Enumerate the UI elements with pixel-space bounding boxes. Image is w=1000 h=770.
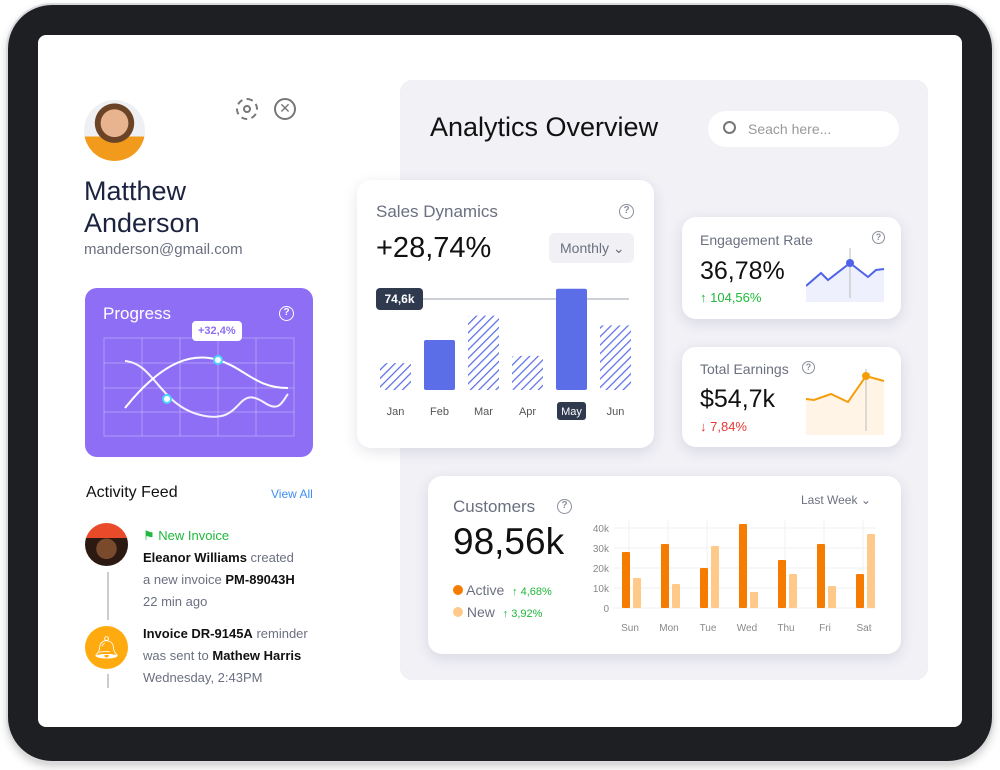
profile-email: manderson@gmail.com bbox=[84, 241, 243, 258]
reference-marker-bg bbox=[376, 287, 423, 310]
activity-avatar bbox=[85, 523, 128, 566]
engagement-sparkline bbox=[806, 248, 885, 302]
y-tick: 30k bbox=[593, 544, 610, 555]
help-icon[interactable]: ? bbox=[557, 499, 572, 514]
customers-bar-active bbox=[661, 544, 669, 608]
activity-item[interactable]: ⚑ New Invoice Eleanor Williams created a… bbox=[143, 528, 295, 609]
engagement-change: ↑ 104,56% bbox=[700, 290, 762, 305]
customers-bar-new bbox=[711, 546, 719, 608]
search-placeholder: Seach here... bbox=[748, 121, 832, 137]
x-tick: Fri bbox=[819, 623, 831, 634]
customers-bar-new bbox=[789, 574, 797, 608]
earnings-sparkline bbox=[806, 369, 885, 435]
sales-title: Sales Dynamics bbox=[376, 202, 498, 221]
activity-item[interactable]: Invoice DR-9145A reminder was sent to Ma… bbox=[143, 626, 308, 685]
customers-bar-new bbox=[672, 584, 680, 608]
customers-bar-active bbox=[700, 568, 708, 608]
customers-title: Customers bbox=[453, 497, 536, 516]
legend-new: New ↑ 3,92% bbox=[453, 604, 542, 620]
flag-icon: ⚑ bbox=[143, 528, 155, 543]
sales-bar bbox=[556, 288, 587, 390]
sales-bar bbox=[512, 355, 543, 390]
search-icon bbox=[723, 121, 736, 134]
customers-bar-new bbox=[750, 592, 758, 608]
earnings-change: ↓ 7,84% bbox=[700, 419, 747, 434]
customers-bar-active bbox=[856, 574, 864, 608]
y-tick: 10k bbox=[593, 584, 610, 595]
x-tick: Mon bbox=[659, 623, 678, 634]
sales-bar bbox=[424, 339, 455, 390]
sales-card: Sales Dynamics ? +28,74% Monthly ⌄ Jan Fe… bbox=[357, 180, 654, 448]
y-tick: 40k bbox=[593, 524, 610, 535]
close-icon[interactable]: ✕ bbox=[274, 98, 296, 120]
y-tick: 20k bbox=[593, 564, 610, 575]
earnings-value: $54,7k bbox=[700, 385, 776, 413]
customers-bar-active bbox=[622, 552, 630, 608]
customers-bar-active bbox=[778, 560, 786, 608]
help-icon[interactable]: ? bbox=[279, 306, 294, 321]
bell-icon: 🔔︎ bbox=[85, 626, 128, 669]
customers-bar-new bbox=[867, 534, 875, 608]
help-icon[interactable]: ? bbox=[802, 361, 815, 374]
help-icon[interactable]: ? bbox=[872, 231, 885, 244]
month-label: Jun bbox=[607, 406, 625, 418]
customers-chart: 0 10k 20k 30k 40k Sun Mon Tue Wed Thu Fri Sat bbox=[593, 520, 876, 634]
view-all-link[interactable]: View All bbox=[271, 487, 313, 501]
legend-active: Active ↑ 4,68% bbox=[453, 582, 552, 598]
x-tick: Wed bbox=[737, 623, 757, 634]
month-label: Mar bbox=[474, 406, 493, 418]
timeline-line bbox=[107, 572, 109, 620]
chevron-down-icon: ⌄ bbox=[860, 493, 871, 507]
customers-bar-active bbox=[817, 544, 825, 608]
activity-title: Activity Feed bbox=[86, 484, 178, 501]
sales-chart: Jan Feb Mar Apr May Jun 74,6k bbox=[376, 287, 631, 420]
customers-bar-active bbox=[739, 524, 747, 608]
y-tick: 0 bbox=[603, 604, 609, 615]
avatar[interactable] bbox=[84, 100, 145, 161]
engagement-title: Engagement Rate bbox=[700, 232, 813, 248]
progress-point bbox=[213, 355, 223, 365]
sales-bar bbox=[468, 315, 499, 390]
selected-month-bg bbox=[557, 402, 586, 420]
progress-title: Progress bbox=[103, 304, 172, 323]
x-tick: Sat bbox=[856, 623, 871, 634]
help-icon[interactable]: ? bbox=[619, 204, 634, 219]
earnings-card: Total Earnings ? $54,7k ↓ 7,84% bbox=[682, 347, 901, 447]
reference-marker: 74,6k bbox=[384, 292, 414, 306]
timeline-line bbox=[107, 674, 109, 688]
x-tick: Thu bbox=[777, 623, 794, 634]
search-input[interactable]: Seach here... bbox=[708, 111, 899, 147]
progress-card: Progress ? +32,4% bbox=[85, 288, 313, 457]
customers-value: 98,56k bbox=[453, 521, 565, 562]
sales-value: +28,74% bbox=[376, 232, 492, 264]
customers-bar-new bbox=[828, 586, 836, 608]
engagement-card: Engagement Rate ? 36,78% ↑ 104,56% bbox=[682, 217, 901, 319]
progress-point bbox=[162, 394, 172, 404]
month-label: Jan bbox=[387, 406, 405, 418]
earnings-title: Total Earnings bbox=[700, 361, 789, 377]
progress-tooltip: +32,4% bbox=[192, 321, 242, 341]
sales-bar bbox=[380, 363, 411, 390]
customers-card: Customers ? 98,56k Active ↑ 4,68% New ↑ … bbox=[428, 476, 901, 654]
chevron-down-icon: ⌄ bbox=[612, 240, 625, 256]
month-label: Feb bbox=[430, 406, 449, 418]
gear-icon[interactable] bbox=[236, 98, 258, 120]
profile-name: Matthew Anderson bbox=[84, 176, 200, 238]
page-title: Analytics Overview bbox=[430, 112, 659, 142]
progress-chart bbox=[103, 337, 295, 437]
period-dropdown[interactable]: Last Week ⌄ bbox=[801, 493, 871, 507]
x-tick: Tue bbox=[700, 623, 717, 634]
sales-bar bbox=[600, 325, 631, 390]
customers-bar-new bbox=[633, 578, 641, 608]
month-label: Apr bbox=[519, 406, 536, 418]
month-label: May bbox=[561, 406, 582, 418]
period-dropdown[interactable]: Monthly ⌄ bbox=[549, 233, 634, 263]
x-tick: Sun bbox=[621, 623, 639, 634]
engagement-value: 36,78% bbox=[700, 257, 785, 285]
